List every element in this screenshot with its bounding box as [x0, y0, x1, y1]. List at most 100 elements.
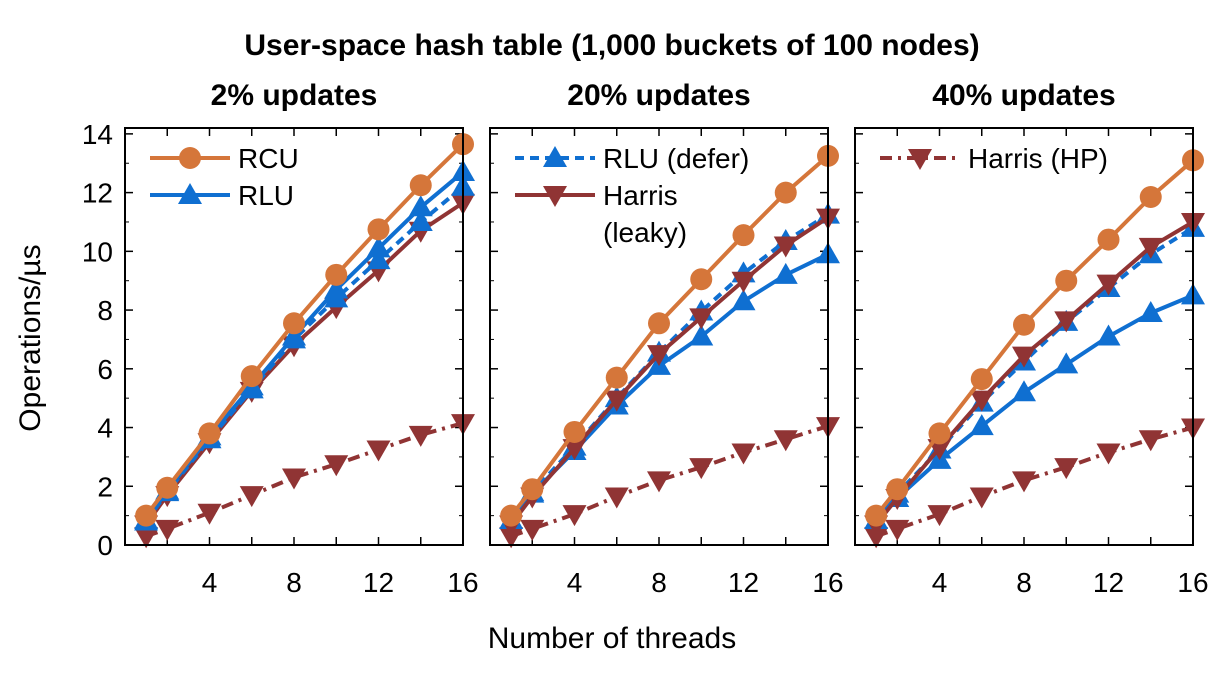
- data-point: [969, 414, 994, 436]
- series-rlu-defer: [134, 174, 475, 531]
- data-point: [1054, 352, 1079, 374]
- data-point: [282, 468, 306, 490]
- plot-frame: [489, 127, 829, 546]
- legend-marker: [179, 147, 201, 169]
- legend-marker: [908, 149, 932, 170]
- y-tick-label: 14: [82, 119, 113, 150]
- data-point: [239, 486, 264, 508]
- data-point: [774, 181, 797, 204]
- series-rlu: [499, 242, 840, 530]
- panel-title: 20% updates: [567, 79, 750, 112]
- data-point: [970, 368, 993, 391]
- series-line: [145, 421, 464, 539]
- legend: Harris (HP): [880, 143, 1108, 174]
- data-point: [198, 422, 221, 445]
- data-point: [325, 263, 348, 286]
- x-tick-label: 12: [363, 567, 394, 598]
- panel-20-updates: 20% updates 4 8 12 16 RLU (defer) Harris (leaky…: [489, 79, 844, 598]
- x-axis-label: Number of threads: [488, 622, 736, 655]
- data-point: [500, 504, 523, 527]
- series-rcu: [500, 144, 839, 527]
- data-point: [1138, 430, 1163, 452]
- data-point: [240, 365, 263, 388]
- data-point: [562, 505, 587, 527]
- x-tick-label: 16: [447, 567, 478, 598]
- y-tick-label: 6: [97, 354, 113, 385]
- data-point: [324, 277, 349, 299]
- data-point: [1054, 311, 1079, 333]
- x-tick-label: 4: [567, 567, 583, 598]
- legend-marker: [543, 146, 567, 167]
- data-point: [1096, 324, 1121, 346]
- legend-label: Harris (HP): [968, 143, 1108, 174]
- data-point: [1096, 443, 1121, 465]
- y-tick-label: 12: [82, 178, 113, 209]
- data-point: [1055, 269, 1078, 292]
- data-point: [969, 390, 994, 412]
- series-line: [875, 425, 1194, 539]
- data-point: [521, 478, 544, 501]
- y-tick-label: 2: [97, 471, 113, 502]
- data-point: [647, 471, 671, 493]
- y-tick-label: 0: [97, 530, 113, 561]
- series-harris-hp: [134, 414, 475, 549]
- x-tick-label: 4: [932, 567, 948, 598]
- data-point: [773, 430, 798, 452]
- data-point: [731, 271, 756, 293]
- data-point: [865, 504, 888, 527]
- legend: RLU (defer) Harris (leaky): [515, 143, 749, 248]
- series-rlu: [864, 283, 1205, 530]
- x-tick-label: 16: [1177, 567, 1208, 598]
- legend-marker: [178, 183, 202, 204]
- data-point: [562, 439, 587, 461]
- data-point: [283, 312, 305, 335]
- data-point: [690, 268, 713, 291]
- data-point: [1012, 380, 1036, 402]
- series-rcu: [865, 149, 1204, 527]
- data-point: [366, 236, 391, 258]
- data-point: [1138, 237, 1163, 259]
- data-point: [366, 440, 391, 462]
- data-point: [197, 503, 222, 525]
- data-point: [927, 505, 952, 527]
- plot-frame: [124, 127, 464, 546]
- data-point: [648, 312, 670, 335]
- data-point: [409, 174, 432, 197]
- y-axis-label: Operations/µs: [14, 244, 47, 431]
- panel-title: 2% updates: [211, 79, 378, 112]
- data-point: [156, 476, 179, 499]
- data-point: [408, 195, 433, 217]
- data-point: [282, 324, 306, 346]
- data-point: [408, 209, 433, 231]
- data-point: [689, 458, 714, 480]
- x-tick-label: 4: [202, 567, 218, 598]
- panel-title: 40% updates: [932, 79, 1115, 112]
- data-point: [1013, 313, 1035, 336]
- series-line: [509, 252, 829, 522]
- plot-frame: [854, 127, 1194, 546]
- data-point: [689, 308, 714, 330]
- data-point: [520, 519, 545, 541]
- data-point: [1012, 471, 1036, 493]
- data-point: [1054, 458, 1079, 480]
- x-tick-label: 16: [812, 567, 843, 598]
- data-point: [886, 478, 909, 501]
- data-point: [155, 519, 180, 541]
- series-line: [509, 212, 830, 522]
- legend-label: RLU (defer): [603, 143, 749, 174]
- data-point: [969, 487, 994, 509]
- data-point: [408, 425, 433, 447]
- data-point: [864, 527, 889, 549]
- data-point: [324, 455, 349, 477]
- data-point: [1012, 346, 1036, 368]
- data-point: [647, 345, 671, 367]
- data-point: [366, 248, 391, 270]
- data-point: [1138, 301, 1163, 323]
- data-point: [134, 527, 159, 549]
- x-tick-label: 8: [651, 567, 667, 598]
- y-tick-label: 8: [97, 295, 113, 326]
- series-line: [510, 424, 829, 539]
- figure-title: User-space hash table (1,000 buckets of …: [244, 29, 979, 62]
- x-tick-label: 8: [1016, 567, 1032, 598]
